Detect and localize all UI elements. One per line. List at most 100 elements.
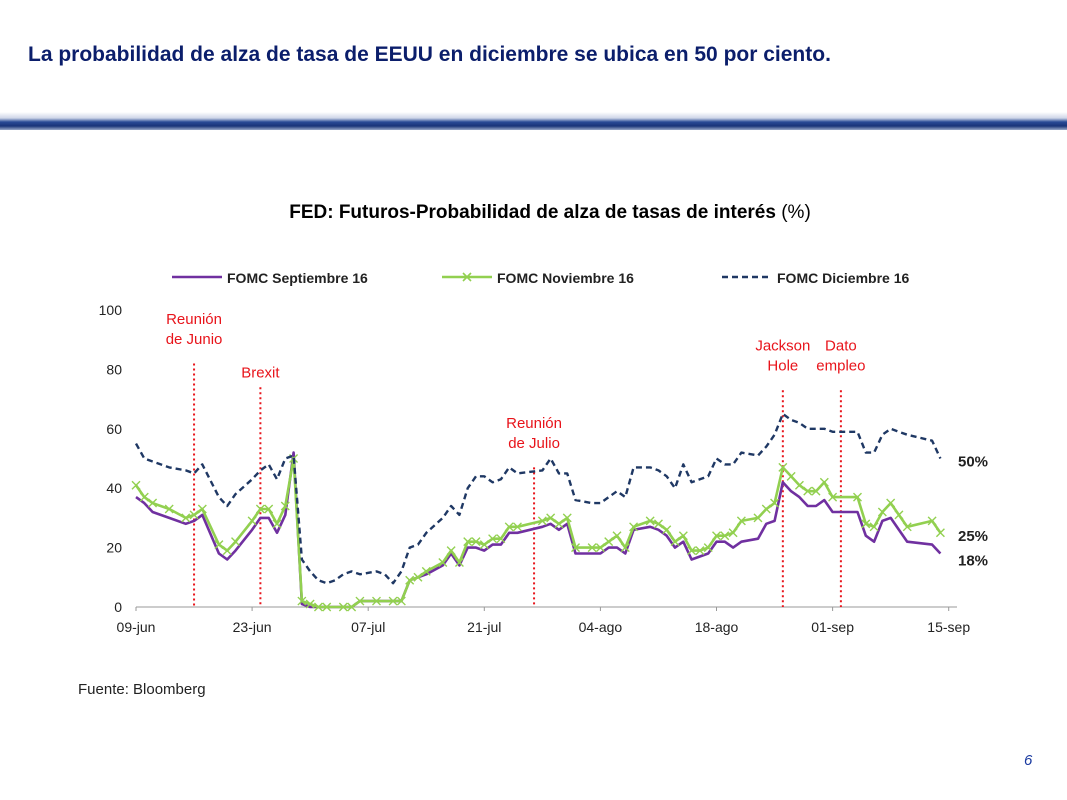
series-line-2 [134, 457, 942, 609]
x-tick-label-07-jul: 07-jul [351, 619, 385, 635]
y-tick-label-20: 20 [106, 540, 122, 556]
chart-title-main: FED: Futuros-Probabilidad de alza de tas… [289, 202, 776, 223]
chart-title-unit: (%) [776, 202, 811, 223]
event-label-5-line-1: Dato [825, 338, 857, 355]
series-2-point-11 [247, 516, 257, 526]
end-label-series-2: 25% [958, 528, 988, 545]
series-2-point-35 [479, 540, 489, 550]
series-2-point-51 [645, 516, 655, 526]
series-2-point-69 [803, 486, 813, 496]
series-2-point-62 [736, 516, 746, 526]
source-note: Fuente: Bloomberg [78, 681, 206, 698]
series-2-point-27 [405, 575, 415, 585]
series-2-point-73 [852, 492, 862, 502]
series-2-point-55 [678, 531, 688, 541]
series-2-point-10 [231, 537, 241, 547]
series-2-point-3 [148, 498, 158, 508]
y-tick-label-60: 60 [106, 421, 122, 437]
event-label-1-line-1: Reunión [166, 311, 222, 328]
series-2-point-36 [488, 534, 498, 544]
series-2-point-50 [629, 522, 639, 532]
series-2-point-67 [786, 471, 796, 481]
series-2-point-32 [454, 557, 464, 567]
series-2-point-40 [537, 516, 547, 526]
legend-label-2: FOMC Noviembre 16 [497, 270, 634, 286]
series-2-point-59 [712, 531, 721, 541]
series-2-point-22 [347, 602, 357, 612]
series-2-point-49 [620, 543, 630, 553]
series-2-point-64 [761, 504, 771, 514]
series-2-point-65 [770, 498, 780, 508]
series-2-point-21 [338, 602, 348, 612]
event-label-5-line-2: empleo [816, 358, 865, 375]
series-2-point-9 [222, 546, 232, 556]
series-2-point-30 [438, 557, 448, 567]
series-2-point-17 [297, 596, 307, 606]
series-2-point-81 [935, 528, 945, 538]
series-2-point-15 [280, 501, 290, 511]
series-2-point-48 [612, 531, 622, 541]
series-2-point-14 [272, 519, 282, 529]
series-2-point-41 [546, 513, 556, 523]
legend-marker-2 [462, 272, 472, 282]
event-label-2-line-1: Brexit [241, 364, 280, 381]
series-2-point-53 [662, 525, 672, 535]
series-2-point-61 [728, 528, 738, 538]
x-tick-label-15-sep: 15-sep [927, 619, 970, 635]
end-label-series-1: 18% [958, 553, 988, 570]
series-2-point-77 [886, 498, 896, 508]
series-2-point-60 [720, 531, 730, 541]
series-2-point-45 [587, 543, 597, 553]
series-2-point-76 [877, 507, 887, 517]
x-tick-label-21-jul: 21-jul [467, 619, 501, 635]
series-2-point-13 [264, 504, 274, 514]
series-2-point-28 [413, 572, 423, 582]
series-2-point-70 [811, 486, 821, 496]
slide-title: La probabilidad de alza de tasa de EEUU … [28, 43, 831, 66]
series-2-point-5 [181, 513, 191, 523]
series-2-point-38 [504, 522, 514, 532]
series-2-point-58 [703, 543, 713, 553]
event-label-4-line-2: Hole [767, 358, 798, 375]
series-2-point-46 [595, 543, 605, 553]
series-2-point-34 [471, 537, 481, 547]
series-2-point-29 [421, 566, 431, 576]
event-label-3-line-2: de Julio [508, 435, 560, 452]
event-label-3-line-1: Reunión [506, 415, 562, 432]
series-2-point-31 [446, 546, 456, 556]
series-line-3 [134, 412, 942, 585]
series-2-point-63 [753, 513, 763, 523]
y-tick-label-0: 0 [114, 599, 122, 615]
series-2-point-74 [861, 519, 871, 529]
series-2-point-8 [214, 540, 224, 550]
series-2-point-56 [687, 546, 697, 556]
series-2-point-43 [562, 513, 572, 523]
series-2-point-66 [778, 462, 788, 472]
x-tick-label-18-ago: 18-ago [695, 619, 739, 635]
series-2-point-80 [927, 516, 937, 526]
series-2-point-18 [305, 599, 315, 609]
series-2-point-19 [313, 602, 323, 612]
x-tick-label-09-jun: 09-jun [117, 619, 156, 635]
series-2-point-20 [322, 602, 332, 612]
event-label-1-line-2: de Junio [166, 331, 223, 348]
x-tick-label-04-ago: 04-ago [579, 619, 623, 635]
series-2-point-37 [496, 534, 506, 544]
series-2-point-71 [819, 477, 829, 487]
series-2-point-47 [604, 537, 614, 547]
series-2-point-39 [512, 522, 522, 532]
series-2-point-2 [139, 492, 149, 502]
series-2-point-52 [653, 519, 663, 529]
series-2-point-7 [197, 504, 207, 514]
page-number: 6 [1024, 752, 1033, 769]
series-2-point-1 [131, 480, 141, 490]
series-2-point-33 [463, 537, 473, 547]
series-2-point-26 [396, 596, 406, 606]
series-2-point-57 [695, 546, 705, 556]
series-2-point-44 [571, 543, 581, 553]
series-2-point-24 [372, 596, 381, 606]
series-2-point-25 [388, 596, 398, 606]
x-tick-label-23-jun: 23-jun [233, 619, 272, 635]
y-tick-label-40: 40 [106, 480, 122, 496]
